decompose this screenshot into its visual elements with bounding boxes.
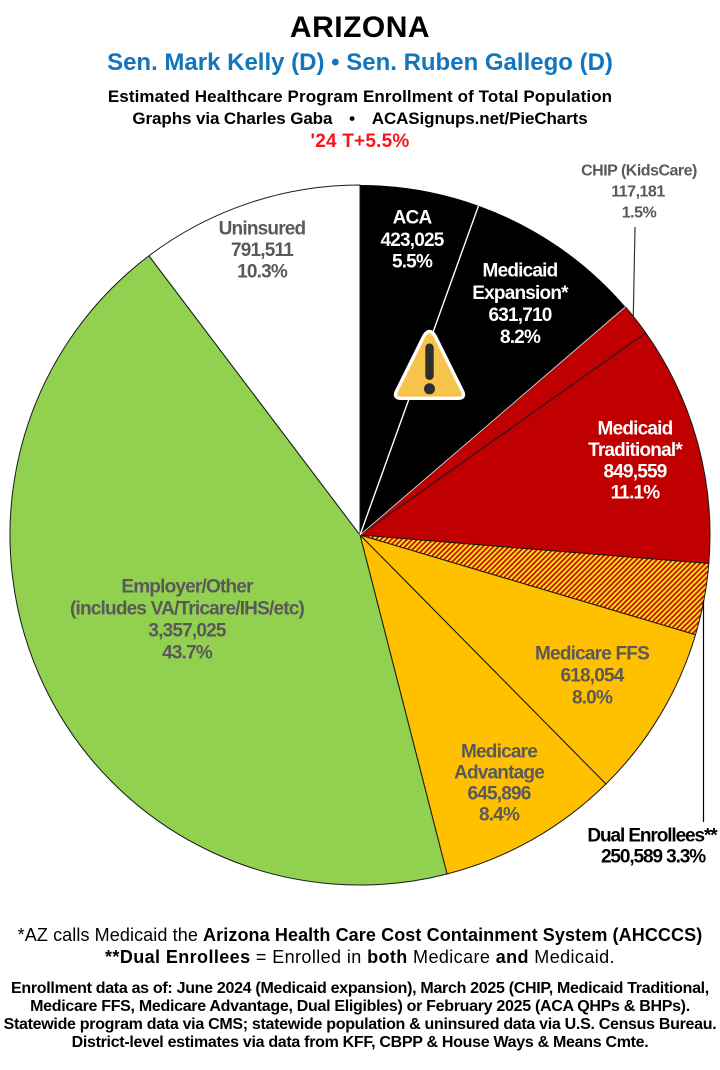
svg-text:645,896: 645,896 [467, 784, 530, 805]
svg-text:Medicaid: Medicaid [483, 261, 558, 282]
svg-text:(includes VA/Tricare/IHS/etc): (includes VA/Tricare/IHS/etc) [70, 599, 305, 620]
svg-text:43.7%: 43.7% [162, 643, 213, 664]
svg-text:8.0%: 8.0% [572, 688, 613, 709]
svg-text:631,710: 631,710 [488, 305, 551, 326]
svg-text:Medicare: Medicare [461, 742, 537, 763]
svg-text:8.2%: 8.2% [500, 327, 541, 348]
svg-text:CHIP (KidsCare): CHIP (KidsCare) [581, 163, 697, 180]
svg-text:Expansion*: Expansion* [472, 283, 569, 304]
svg-text:Medicare FFS: Medicare FFS [535, 644, 649, 665]
svg-text:ACA: ACA [393, 208, 433, 229]
svg-text:791,511: 791,511 [231, 240, 294, 261]
svg-text:117,181: 117,181 [611, 184, 665, 201]
svg-text:Uninsured: Uninsured [219, 219, 306, 240]
svg-text:Dual Enrollees**: Dual Enrollees** [587, 826, 718, 847]
svg-text:5.5%: 5.5% [392, 252, 433, 273]
svg-text:423,025: 423,025 [380, 230, 444, 251]
svg-text:11.1%: 11.1% [611, 483, 661, 504]
svg-text:3,357,025: 3,357,025 [148, 621, 227, 642]
svg-text:Employer/Other: Employer/Other [121, 577, 254, 598]
svg-text:250,589 3.3%: 250,589 3.3% [601, 847, 706, 868]
svg-text:Medicaid: Medicaid [598, 419, 673, 440]
svg-text:1.5%: 1.5% [622, 205, 657, 222]
svg-text:Advantage: Advantage [454, 763, 544, 784]
svg-text:Traditional*: Traditional* [588, 440, 683, 461]
svg-text:849,559: 849,559 [603, 462, 666, 483]
svg-text:8.4%: 8.4% [479, 805, 520, 826]
svg-text:618,054: 618,054 [560, 666, 624, 687]
svg-text:10.3%: 10.3% [237, 262, 288, 283]
